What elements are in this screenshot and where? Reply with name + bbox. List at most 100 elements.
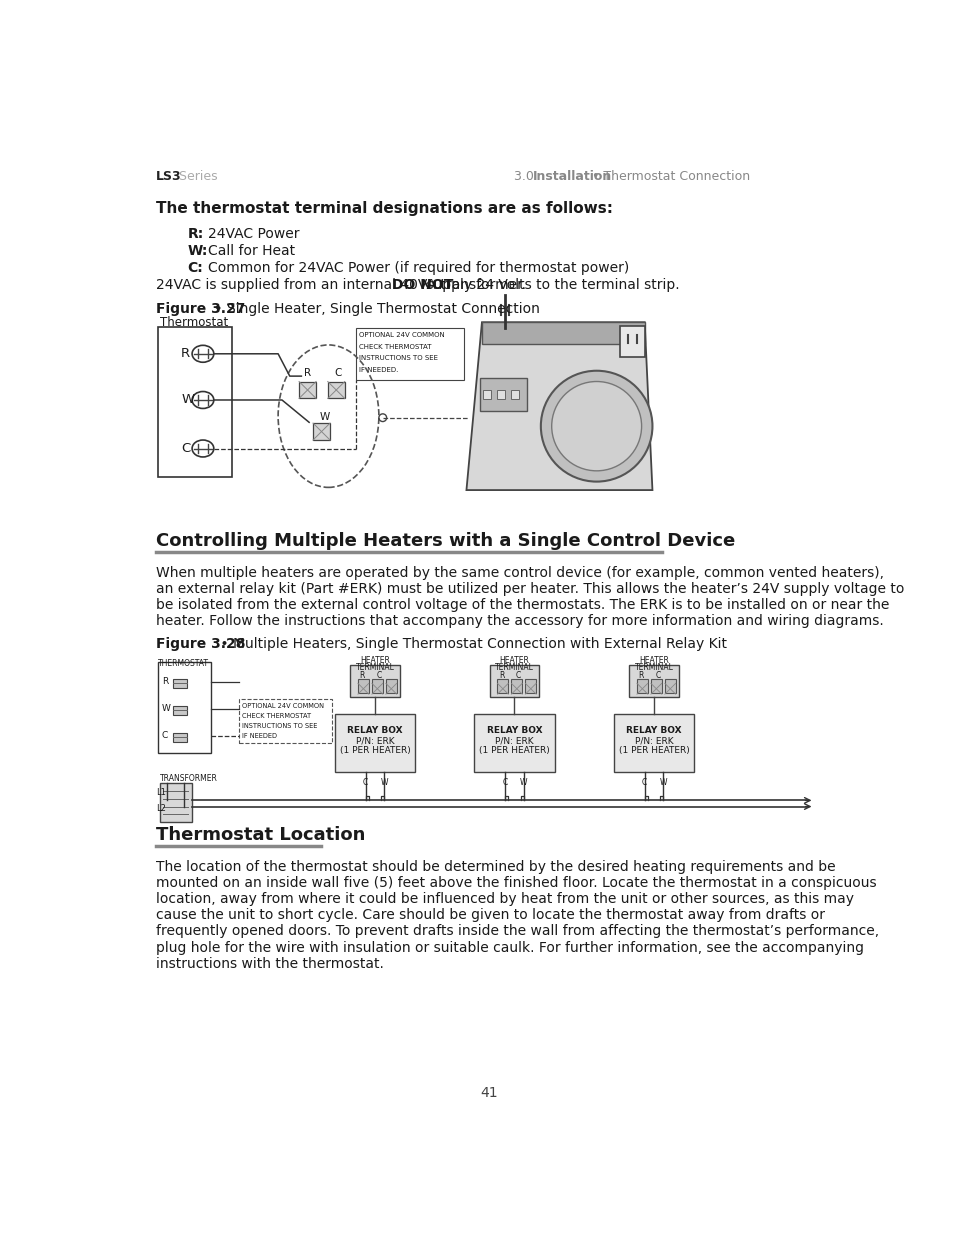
Circle shape (540, 370, 652, 482)
Text: OPTIONAL 24V COMMON: OPTIONAL 24V COMMON (358, 332, 444, 338)
Text: C: C (502, 778, 507, 787)
Bar (511, 679, 521, 693)
Bar (481, 322, 644, 343)
Text: C: C (516, 671, 520, 680)
Text: • Thermostat Connection: • Thermostat Connection (587, 169, 749, 183)
Text: THERMOSTAT: THERMOSTAT (158, 658, 209, 668)
Bar (511, 390, 518, 399)
Text: 3.0: 3.0 (514, 169, 537, 183)
Bar (650, 679, 661, 693)
Bar (483, 390, 491, 399)
Text: R: R (638, 671, 643, 680)
Text: IF NEEDED.: IF NEEDED. (358, 367, 397, 373)
Text: C:: C: (187, 261, 203, 274)
Text: C: C (655, 671, 660, 680)
Text: instructions with the thermostat.: instructions with the thermostat. (155, 957, 383, 971)
Text: C: C (162, 731, 168, 740)
Bar (497, 679, 508, 693)
Text: location, away from where it could be influenced by heat from the unit or other : location, away from where it could be in… (155, 892, 853, 906)
Text: C: C (641, 778, 647, 787)
Text: R: R (359, 671, 364, 680)
Text: heater. Follow the instructions that accompany the accessory for more informatio: heater. Follow the instructions that acc… (155, 614, 882, 629)
Text: R: R (181, 347, 191, 361)
Text: DO NOT: DO NOT (392, 278, 453, 291)
Text: • Single Heater, Single Thermostat Connection: • Single Heater, Single Thermostat Conne… (210, 303, 539, 316)
Text: W: W (181, 394, 194, 406)
Bar (372, 679, 382, 693)
Text: W: W (319, 412, 329, 422)
Bar (629, 664, 679, 698)
Text: (1 PER HEATER): (1 PER HEATER) (478, 746, 549, 756)
Text: plug hole for the wire with insulation or suitable caulk. For further informatio: plug hole for the wire with insulation o… (155, 941, 862, 955)
Bar (525, 679, 536, 693)
Text: RELAY BOX: RELAY BOX (347, 726, 402, 735)
Text: Thermostat: Thermostat (159, 316, 228, 329)
Text: INSTRUCTIONS TO SEE: INSTRUCTIONS TO SEE (358, 356, 437, 362)
Text: mounted on an inside wall five (5) feet above the finished floor. Locate the the: mounted on an inside wall five (5) feet … (155, 876, 876, 890)
Text: (1 PER HEATER): (1 PER HEATER) (618, 746, 689, 756)
Bar (355, 327, 464, 380)
Text: frequently opened doors. To prevent drafts inside the wall from affecting the th: frequently opened doors. To prevent draf… (155, 924, 878, 939)
Text: R: R (303, 368, 311, 378)
Text: P/N: ERK: P/N: ERK (355, 736, 394, 746)
Text: Series: Series (174, 169, 217, 183)
Text: P/N: ERK: P/N: ERK (634, 736, 673, 746)
Bar (497, 390, 505, 399)
Text: W:: W: (187, 243, 208, 258)
Text: TRANSFORMER: TRANSFORMER (159, 774, 217, 783)
Text: CHECK THERMOSTAT: CHECK THERMOSTAT (241, 713, 311, 719)
Bar (385, 679, 396, 693)
Text: When multiple heaters are operated by the same control device (for example, comm: When multiple heaters are operated by th… (155, 566, 882, 579)
Bar (335, 714, 415, 772)
Circle shape (551, 382, 641, 471)
Text: C: C (334, 368, 341, 378)
Text: C: C (376, 671, 381, 680)
Text: 41: 41 (479, 1086, 497, 1100)
Bar (474, 714, 555, 772)
Text: RELAY BOX: RELAY BOX (625, 726, 681, 735)
Bar (619, 326, 644, 357)
Bar (313, 424, 330, 440)
Text: W: W (380, 778, 388, 787)
Text: C: C (363, 778, 368, 787)
Text: W: W (162, 704, 171, 714)
Polygon shape (466, 322, 652, 490)
Text: R: R (162, 677, 168, 687)
Bar (159, 783, 192, 823)
Text: • Multiple Heaters, Single Thermostat Connection with External Relay Kit: • Multiple Heaters, Single Thermostat Co… (216, 637, 726, 651)
Text: RELAY BOX: RELAY BOX (486, 726, 541, 735)
Bar (357, 679, 369, 693)
Bar (637, 679, 647, 693)
Bar (158, 662, 211, 752)
Text: L1: L1 (155, 788, 166, 797)
Text: 24VAC Power: 24VAC Power (208, 227, 299, 241)
Text: The thermostat terminal designations are as follows:: The thermostat terminal designations are… (155, 200, 612, 216)
Bar (239, 699, 332, 743)
Text: TERMINAL: TERMINAL (495, 663, 534, 672)
Text: Common for 24VAC Power (if required for thermostat power): Common for 24VAC Power (if required for … (208, 261, 628, 274)
Text: Figure 3.27: Figure 3.27 (155, 303, 245, 316)
Text: OPTIONAL 24V COMMON: OPTIONAL 24V COMMON (241, 703, 323, 709)
Text: IF NEEDED: IF NEEDED (241, 732, 276, 739)
Bar (173, 732, 187, 742)
Text: Figure 3.28: Figure 3.28 (155, 637, 245, 651)
Text: TERMINAL: TERMINAL (634, 663, 673, 672)
Bar (328, 382, 344, 399)
Bar (173, 679, 187, 688)
Text: HEATER: HEATER (499, 656, 529, 664)
Text: (1 PER HEATER): (1 PER HEATER) (339, 746, 410, 756)
Text: CHECK THERMOSTAT: CHECK THERMOSTAT (358, 343, 431, 350)
Text: P/N: ERK: P/N: ERK (495, 736, 534, 746)
Text: W: W (519, 778, 527, 787)
Text: W: W (659, 778, 666, 787)
Text: Thermostat Location: Thermostat Location (155, 826, 365, 844)
Text: an external relay kit (Part #ERK) must be utilized per heater. This allows the h: an external relay kit (Part #ERK) must b… (155, 582, 903, 595)
Bar (298, 382, 315, 399)
Bar (350, 664, 399, 698)
Text: C: C (181, 442, 191, 454)
Text: HEATER: HEATER (639, 656, 668, 664)
Text: Installation: Installation (533, 169, 612, 183)
Text: 24VAC is supplied from an internal 40VA transformer.: 24VAC is supplied from an internal 40VA … (155, 278, 530, 291)
Text: L2: L2 (155, 804, 166, 813)
Bar (173, 705, 187, 715)
